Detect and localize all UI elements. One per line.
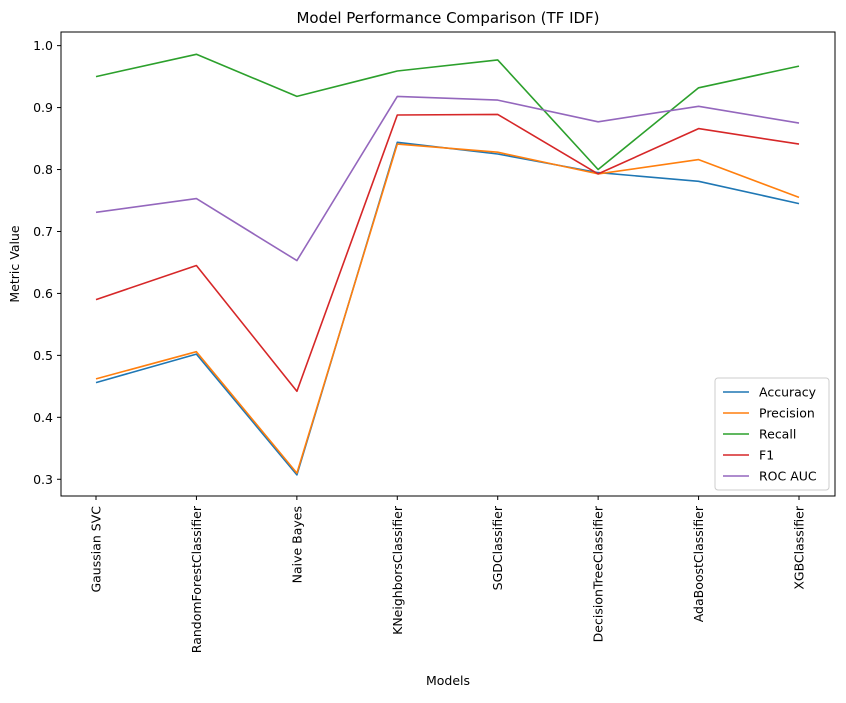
x-tick-label: DecisionTreeClassifier	[591, 505, 606, 642]
plot-frame	[60, 31, 836, 497]
chart-title: Model Performance Comparison (TF IDF)	[296, 9, 599, 27]
legend-label: Recall	[759, 427, 796, 442]
series-line-accuracy	[95, 141, 800, 476]
x-tick-label: RandomForestClassifier	[189, 505, 204, 653]
y-tick-label: 0.6	[33, 286, 53, 301]
series-line-roc-auc	[95, 95, 800, 262]
x-tick-label: Naive Bayes	[289, 506, 304, 583]
series-line-recall	[95, 53, 800, 171]
plot-lines	[95, 53, 800, 476]
legend-label: Precision	[759, 406, 815, 421]
legend-label: Accuracy	[759, 385, 817, 400]
x-axis: Gaussian SVC RandomForestClassifier Naive …	[89, 496, 807, 653]
y-tick-label: 0.3	[33, 472, 53, 487]
x-tick-label: Gaussian SVC	[89, 506, 104, 593]
x-tick-label: AdaBoostClassifier	[691, 505, 706, 622]
x-axis-label: Models	[426, 673, 470, 688]
x-tick-label: SGDClassifier	[490, 505, 505, 590]
y-tick-label: 0.4	[33, 410, 53, 425]
y-tick-label: 0.8	[33, 162, 53, 177]
y-axis: 0.3 0.4 0.5 0.6 0.7 0.8 0.9 1.0	[33, 38, 61, 487]
legend-label: F1	[759, 448, 774, 463]
series-line-f1	[95, 113, 800, 393]
y-tick-label: 0.7	[33, 224, 53, 239]
legend-box	[714, 377, 830, 491]
series-line-precision	[95, 143, 800, 474]
legend-label: ROC AUC	[759, 469, 817, 484]
y-tick-label: 0.9	[33, 100, 53, 115]
legend: Accuracy Precision Recall F1 ROC AUC	[714, 377, 830, 491]
y-tick-label: 0.5	[33, 348, 53, 363]
x-tick-label: KNeighborsClassifier	[390, 505, 405, 635]
x-tick-label: XGBClassifier	[792, 505, 807, 590]
y-tick-label: 1.0	[33, 38, 53, 53]
y-axis-label: Metric Value	[7, 225, 22, 302]
